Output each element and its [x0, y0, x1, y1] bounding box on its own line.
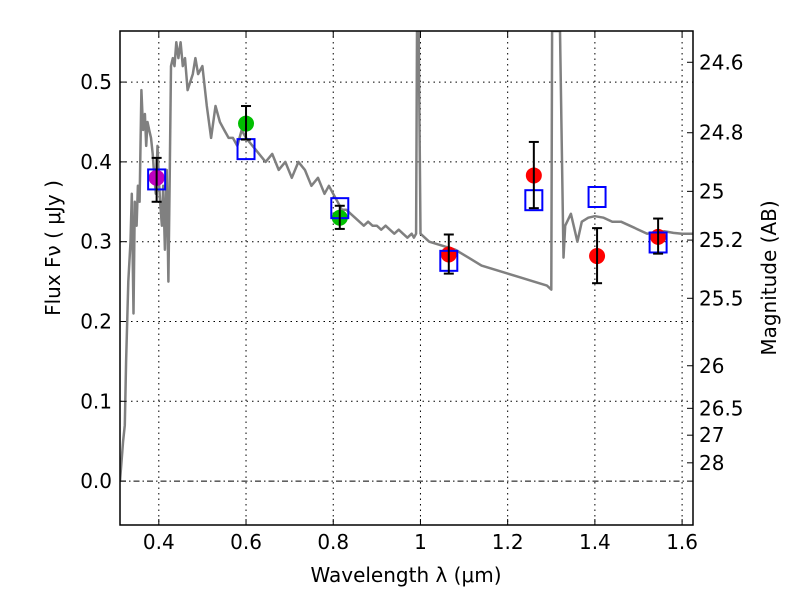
x-tick-label: 1.2 [492, 530, 524, 554]
y2-tick-label: 28 [699, 451, 724, 475]
gridlines [120, 31, 693, 525]
x-tick-label: 1 [414, 530, 427, 554]
y2-axis-label: Magnitude (AB) [757, 200, 781, 355]
y2-tick-labels: 24.6 24.8 25 25.2 25.5 26 26.5 27 28 [699, 50, 744, 475]
y2-tick-label: 26.5 [699, 396, 744, 420]
y2-tick-label: 27 [699, 423, 724, 447]
y2-tick-label: 24.8 [699, 121, 744, 145]
y-tick-label: 0.1 [80, 389, 112, 413]
y2-tick-label: 26 [699, 354, 724, 378]
x-axis-label-text: Wavelength λ (μm) [310, 563, 501, 587]
y-tick-label: 0.2 [80, 309, 112, 333]
x-tick-label: 1.6 [666, 530, 698, 554]
tick-marks [120, 31, 693, 525]
y-tick-label: 0.3 [80, 230, 112, 254]
y-axis-label-text: Flux Fν ( μJy ) [41, 180, 65, 316]
x-axis-label: Wavelength λ (μm) [310, 563, 501, 587]
model-photometry-square [587, 185, 607, 208]
y2-tick-label: 25 [699, 179, 724, 203]
y2-axis-label-text: Magnitude (AB) [757, 200, 781, 355]
y-axis-label: Flux Fν ( μJy ) [41, 180, 65, 316]
x-tick-label: 1.4 [579, 530, 611, 554]
y-tick-label: 0.4 [80, 150, 112, 174]
x-tick-label: 0.4 [143, 530, 175, 554]
x-tick-label: 0.6 [230, 530, 262, 554]
y-tick-label: 0.0 [80, 469, 112, 493]
x-tick-label: 0.8 [317, 530, 349, 554]
x-tick-labels: 0.4 0.6 0.8 1 1.2 1.4 1.6 [143, 530, 698, 554]
series-layer [120, 31, 693, 482]
y2-tick-label: 25.2 [699, 228, 744, 252]
y-tick-labels: 0.0 0.1 0.2 0.3 0.4 0.5 [80, 70, 112, 493]
y2-tick-label: 25.5 [699, 286, 744, 310]
y2-tick-label: 24.6 [699, 50, 744, 74]
y-tick-label: 0.5 [80, 70, 112, 94]
plot-frame [119, 30, 694, 526]
